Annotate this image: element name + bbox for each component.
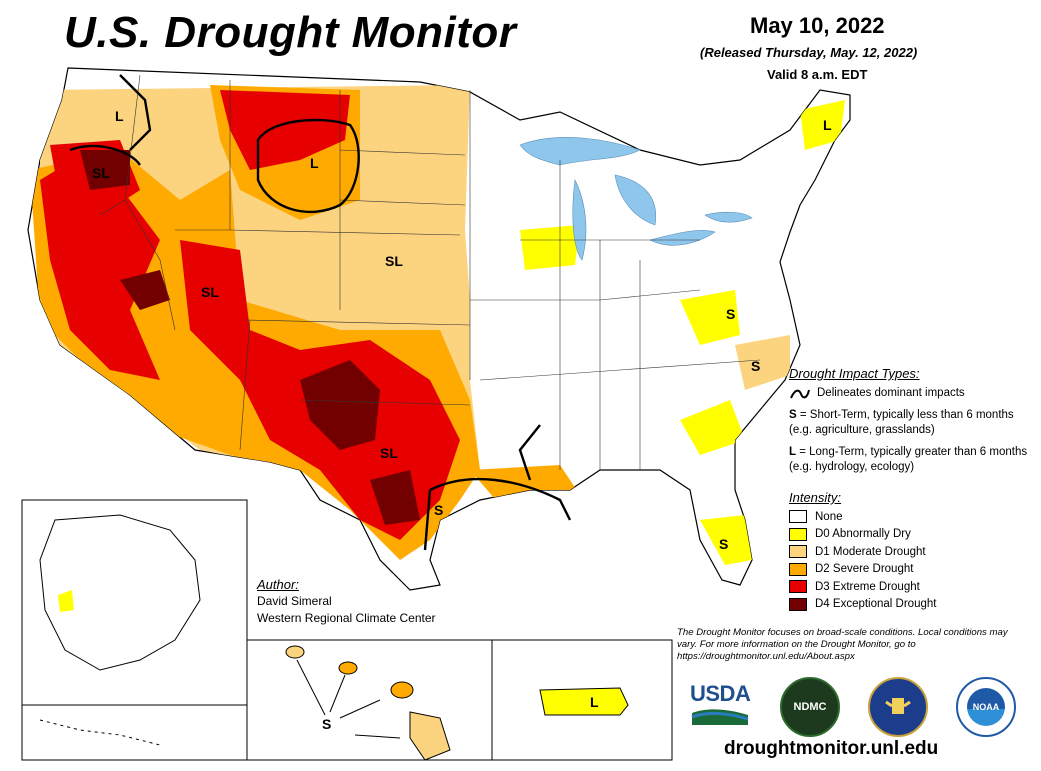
alaska-d0 xyxy=(58,590,74,612)
intensity-heading: Intensity: xyxy=(789,490,842,505)
lake-huron xyxy=(614,174,657,226)
map-label-l-puerto-rico: L xyxy=(590,694,599,710)
legend-label: D0 Abnormally Dry xyxy=(815,528,911,541)
page-title: U.S. Drought Monitor xyxy=(64,8,517,57)
map-label-s-virginia: S xyxy=(726,306,736,322)
disclaimer-text: The Drought Monitor focuses on broad-sca… xyxy=(677,627,1008,662)
legend-rows: None D0 Abnormally Dry D1 Moderate Drought… xyxy=(789,508,1009,613)
legend-swatch xyxy=(789,562,807,576)
legend-item: D0 Abnormally Dry xyxy=(789,526,1009,544)
legend-swatch xyxy=(789,597,807,611)
legend-swatch xyxy=(789,527,807,541)
legend-item: D2 Severe Drought xyxy=(789,561,1009,579)
state-lines xyxy=(99,74,761,470)
legend-item: D4 Exceptional Drought xyxy=(789,596,1009,614)
legend-label: D1 Moderate Drought xyxy=(815,545,926,558)
map-label-l-oregon: L xyxy=(115,108,124,124)
drought-areas xyxy=(30,85,845,565)
author-block: Author: David Simeral Western Regional C… xyxy=(257,576,436,627)
d1-patch-nc xyxy=(735,335,790,390)
author-name: David Simeral xyxy=(257,594,332,608)
site-url[interactable]: droughtmonitor.unl.edu xyxy=(724,738,939,759)
legend-item: None xyxy=(789,508,1009,526)
ndmc-logo: NDMC xyxy=(780,677,840,737)
map-label-s-texas: S xyxy=(434,502,444,518)
delineates-label: Delineates dominant impacts xyxy=(817,387,965,399)
map-label-sl-texas: SL xyxy=(380,445,398,461)
impact-types-panel: Drought Impact Types: Delineates dominan… xyxy=(789,366,1039,482)
partner-logos: USDA NDMC NOAA xyxy=(688,677,1033,737)
legend-label: None xyxy=(815,510,843,523)
hawaii-kauai xyxy=(285,645,305,659)
delineates-row: Delineates dominant impacts xyxy=(789,386,1039,401)
d0-patch-va xyxy=(680,290,740,345)
short-term-text: = Short-Term, typically less than 6 mont… xyxy=(789,409,1014,436)
hawaii-inset xyxy=(246,639,493,761)
legend-label: D3 Extreme Drought xyxy=(815,580,920,593)
d4-area-tx xyxy=(370,470,420,525)
usda-logo-text: USDA xyxy=(690,681,751,706)
usda-logo: USDA xyxy=(688,679,752,729)
lake-ontario xyxy=(704,211,753,223)
noaa-emblem: NOAA xyxy=(967,688,1005,726)
map-label-s-hawaii: S xyxy=(322,716,332,732)
lake-erie xyxy=(649,230,716,246)
d0-patch-ia xyxy=(520,225,580,270)
hawaii-big-island xyxy=(409,711,451,761)
intensity-legend: Intensity: None D0 Abnormally Dry D1 Moder… xyxy=(789,490,1009,613)
map-date: May 10, 2022 xyxy=(750,13,885,38)
d0-patch-me xyxy=(800,100,845,150)
map-label-sl-utah: SL xyxy=(201,284,219,300)
aleutian-inset xyxy=(21,704,248,761)
impact-boundaries xyxy=(69,74,572,551)
map-label-sl-oregon: SL xyxy=(92,165,110,181)
commerce-seal xyxy=(868,677,928,737)
noaa-logo-text: NOAA xyxy=(972,702,1000,712)
valid-time: Valid 8 a.m. EDT xyxy=(767,67,868,82)
d3-area-mt xyxy=(220,90,350,170)
d0-patch-fl xyxy=(700,515,752,565)
d4-area-or xyxy=(80,150,130,190)
author-heading: Author: xyxy=(257,577,299,592)
short-term-row: S = Short-Term, typically less than 6 mo… xyxy=(789,408,1039,438)
lake-superior xyxy=(519,137,641,166)
map-label-l-maine: L xyxy=(823,117,832,133)
short-term-key: S xyxy=(789,409,797,421)
d4-area-nm xyxy=(300,360,380,450)
d4-area-nv xyxy=(120,270,170,310)
long-term-text: = Long-Term, typically greater than 6 mo… xyxy=(789,446,1028,473)
map-label-s-carolina: S xyxy=(751,358,761,374)
legend-swatch xyxy=(789,545,807,559)
legend-swatch xyxy=(789,510,807,524)
noaa-logo: NOAA xyxy=(956,677,1016,737)
legend-item: D3 Extreme Drought xyxy=(789,578,1009,596)
author-org: Western Regional Climate Center xyxy=(257,611,436,625)
legend-item: D1 Moderate Drought xyxy=(789,543,1009,561)
legend-label: D2 Severe Drought xyxy=(815,563,914,576)
map-label-l-montana: L xyxy=(310,155,319,171)
impact-types-heading: Drought Impact Types: xyxy=(789,366,920,381)
alaska-land xyxy=(39,514,201,671)
legend-label: D4 Exceptional Drought xyxy=(815,598,937,611)
hawaii-maui xyxy=(390,681,414,699)
impact-boundary-icon xyxy=(790,389,810,398)
map-label-s-florida: S xyxy=(719,536,729,552)
map-label-sl-nebraska: SL xyxy=(385,253,403,269)
long-term-row: L = Long-Term, typically greater than 6 … xyxy=(789,445,1039,475)
ndmc-logo-text: NDMC xyxy=(793,701,827,713)
eagle-icon xyxy=(885,698,911,714)
legend-swatch xyxy=(789,580,807,594)
hawaii-oahu xyxy=(338,661,358,675)
d3-area-ca xyxy=(40,150,160,380)
release-note: (Released Thursday, May. 12, 2022) xyxy=(700,45,918,60)
puerto-rico-land xyxy=(539,687,629,716)
long-term-key: L xyxy=(789,446,797,458)
d0-patch-sc xyxy=(680,400,745,455)
usda-logo-graphic xyxy=(691,709,749,725)
